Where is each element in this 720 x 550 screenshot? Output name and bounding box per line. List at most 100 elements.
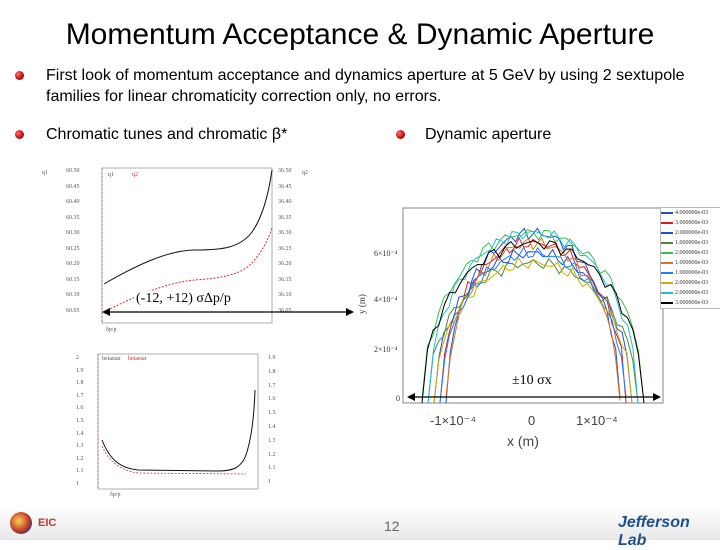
tick-label: 36.50 [278,168,292,174]
tick-label: 36.20 [278,261,292,267]
tick-label: 60.10 [66,292,80,298]
beta-legend-1: betastar [102,356,121,362]
tick-label: 36.25 [278,245,292,252]
tick-label: 60.05 [66,307,80,314]
tune-legend-q1: q1 [108,172,114,178]
tick-label: 36.10 [278,292,292,298]
tick-label: 1.5 [76,417,84,424]
tick-label: 1.5 [268,410,276,417]
tune-q1-curve [103,169,273,285]
tick-label: 36.30 [278,230,292,236]
tick-label: 1.2 [268,451,276,458]
da-y-tick: 2×10⁻⁴ [374,345,398,354]
tick-label: 1.3 [268,437,276,444]
da-boundary-curve [433,256,633,404]
tick-label: 60.40 [66,199,80,205]
bullet-text-chromatic: Chromatic tunes and chromatic β* [46,126,288,143]
tick-label: 1.1 [76,468,84,475]
tick-label: 1.9 [268,355,276,361]
da-y-axis-label: y (m) [356,294,367,314]
tune-x-axis-label: δp/p [106,327,117,333]
da-legend-entry: 2.000000e-03 [661,288,720,298]
tick-label: 60.35 [66,214,80,221]
da-legend-entry: 2.000000e-03 [661,228,720,238]
da-curves [421,227,645,404]
bullet-icon [396,130,405,139]
bullet-icon [15,71,24,80]
tick-label: 36.05 [278,307,292,314]
da-y-tick: 4×10⁻⁴ [374,295,398,304]
tick-label: 1.8 [76,380,84,387]
eic-logo: EIC [38,517,57,529]
da-legend-entry: 3.000000e-03 [661,218,720,228]
da-x-tick: -1×10⁻⁴ [430,413,477,428]
bullet-text-dynamic-aperture: Dynamic aperture [425,126,552,143]
tick-label: 1.4 [76,430,84,437]
bullet-text-intro: First look of momentum acceptance and dy… [46,67,685,105]
da-legend: 4.000000e-03 3.000000e-03 2.000000e-03 1… [660,207,720,309]
da-y-tick: 6×10⁻⁴ [374,249,398,258]
da-aperture-label: ±10 σx [510,373,554,389]
tick-label: 60.15 [66,276,80,283]
tick-label: 1.6 [268,396,276,403]
tick-label: 36.45 [278,183,292,190]
tick-label: 2 [76,355,79,361]
da-x-tick: 1×10⁻⁴ [576,413,618,428]
momentum-acceptance-arrow [102,308,354,316]
bullet-icon [15,130,24,139]
da-legend-entry: 4.000000e-03 [661,208,720,218]
jefferson-lab-logo: Jefferson Lab [618,514,690,549]
tune-legend-q2: q2 [132,172,138,178]
da-x-tick: 0 [528,413,536,428]
tick-label: 1.2 [76,455,84,462]
tick-label: 36.40 [278,199,292,205]
tick-label: 1.3 [76,443,84,450]
da-boundary-curve [439,246,627,404]
tune-right-ticks: 36.50 36.45 36.40 36.35 36.30 36.25 36.2… [278,164,292,319]
dynamic-aperture-plot: 4.000000e-03 3.000000e-03 2.000000e-03 1… [350,205,720,460]
slide-title: Momentum Acceptance & Dynamic Aperture [65,18,655,51]
tune-q2-curve [103,227,273,313]
da-x-axis-label: x (m) [507,433,539,449]
beta-legend-2: betastar [128,356,147,362]
tune-left-axis-label: q1 [42,170,48,176]
da-legend-entry: 1.000000e-03 [661,268,720,278]
da-boundary-curve [421,240,645,404]
da-legend-entry: 3.000000e-03 [661,298,720,308]
tick-label: 1.6 [76,405,84,412]
beta-star-curve [101,389,256,472]
beta-plot-svg [97,353,259,490]
da-legend-entry: 2.000000e-03 [661,278,720,288]
beta-star-plot: betastar betastar 2 1.9 1.8 1.7 1.6 1.5 … [58,350,292,500]
slide-footer [0,505,720,540]
tick-label: 60.50 [66,168,80,174]
da-legend-entry: 2.000000e-03 [661,248,720,258]
beta-star-curve-2 [101,445,247,475]
lab-seal-icon [10,512,32,534]
da-legend-entry: 1.000000e-03 [661,238,720,248]
beta-left-ticks: 2 1.9 1.8 1.7 1.6 1.5 1.4 1.3 1.2 1.1 1 [76,352,84,491]
da-boundary-curve [445,237,621,401]
da-legend-entry: 1.000000e-03 [661,258,720,268]
beta-x-axis-label: δp/p [110,492,121,498]
tick-label: 1 [268,479,271,486]
tick-label: 60.20 [66,261,80,267]
tick-label: 1.4 [268,423,276,430]
da-boundary-curve [439,236,627,404]
tick-label: 60.45 [66,183,80,190]
da-plot-svg [402,207,664,404]
da-aperture-arrow [407,393,661,401]
beta-right-ticks: 1.9 1.8 1.7 1.6 1.5 1.4 1.3 1.2 1.1 1 [268,352,276,490]
tune-right-axis-label: q2 [302,170,308,176]
momentum-acceptance-label: (-12, +12) σΔp/p [134,291,233,307]
tick-label: 60.30 [66,230,80,236]
da-y-tick: 0 [396,394,400,403]
tick-label: 1.8 [268,368,276,375]
tick-label: 1.7 [268,382,276,389]
tune-left-ticks: 60.50 60.45 60.40 60.35 60.30 60.25 60.2… [66,164,80,319]
page-number: 12 [384,518,400,534]
tick-label: 60.25 [66,245,80,252]
tick-label: 36.35 [278,214,292,221]
tick-label: 1.1 [268,465,276,472]
tick-label: 36.15 [278,276,292,283]
